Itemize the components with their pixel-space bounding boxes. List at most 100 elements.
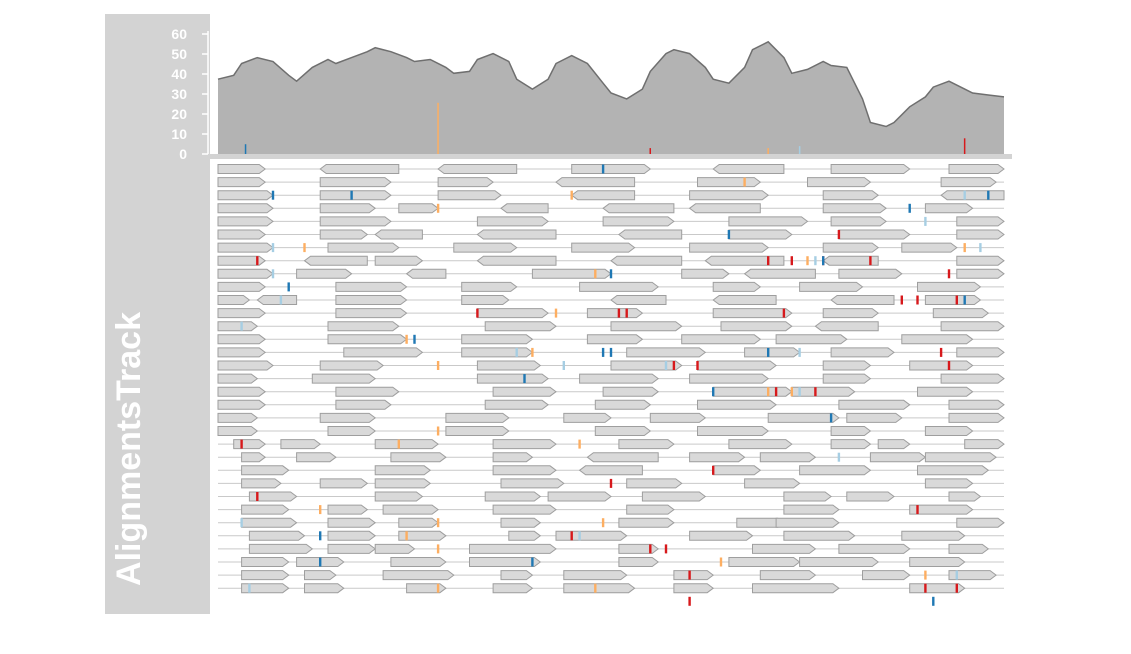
mismatch-mark	[869, 256, 872, 266]
read	[602, 216, 675, 227]
read	[374, 439, 439, 450]
read	[649, 412, 707, 423]
read	[303, 255, 368, 266]
read	[374, 491, 424, 502]
mismatch-mark	[350, 190, 353, 200]
read	[689, 190, 770, 201]
mismatch-mark	[664, 544, 668, 554]
read	[241, 517, 298, 528]
read	[304, 570, 337, 581]
read	[838, 229, 911, 240]
mismatch-mark	[413, 334, 416, 344]
read	[217, 308, 267, 319]
mismatch-mark	[900, 295, 903, 305]
read	[924, 295, 982, 305]
mismatch-mark	[814, 387, 817, 397]
read	[948, 412, 1005, 423]
mismatch-mark	[837, 452, 841, 462]
read	[956, 268, 1005, 279]
mismatch-mark	[688, 596, 691, 606]
read	[626, 478, 683, 489]
read	[382, 504, 439, 515]
read	[327, 543, 377, 554]
read	[327, 334, 408, 345]
mismatch-bar	[963, 138, 966, 154]
read	[822, 242, 880, 253]
read	[374, 229, 423, 240]
read	[956, 216, 1005, 227]
read	[822, 373, 872, 384]
read	[869, 452, 927, 463]
read	[241, 504, 290, 515]
read	[783, 530, 856, 541]
read	[956, 517, 1005, 528]
read	[217, 216, 274, 227]
mismatch-mark	[688, 570, 691, 580]
read	[681, 268, 730, 279]
read	[940, 321, 1005, 332]
mismatch-mark	[617, 308, 621, 318]
mismatch-mark	[240, 439, 243, 449]
read	[217, 426, 259, 436]
read	[217, 281, 267, 292]
read	[956, 229, 1005, 240]
read	[241, 465, 290, 476]
read	[327, 504, 369, 515]
read	[437, 177, 494, 188]
read	[492, 583, 534, 594]
read	[681, 334, 762, 345]
read	[728, 557, 801, 567]
read	[728, 216, 809, 227]
read	[327, 530, 377, 541]
read	[846, 491, 895, 502]
read	[626, 347, 707, 358]
read	[822, 360, 872, 371]
mismatch-mark	[436, 426, 440, 436]
mismatch-bar	[244, 144, 247, 154]
read	[917, 281, 982, 292]
read	[248, 543, 314, 554]
read	[406, 583, 447, 594]
read	[712, 386, 793, 397]
read	[374, 478, 432, 489]
mismatch-mark	[531, 557, 534, 567]
read	[500, 478, 565, 489]
read	[476, 216, 549, 227]
read	[217, 295, 251, 305]
mismatch-mark	[271, 243, 275, 253]
read	[374, 255, 424, 266]
read	[932, 308, 990, 319]
mismatch-mark	[594, 269, 597, 279]
mismatch-mark	[240, 321, 243, 331]
mismatch-mark	[609, 478, 613, 488]
read	[752, 583, 840, 594]
mismatch-mark	[256, 492, 259, 501]
read	[948, 491, 982, 502]
mismatch-mark	[947, 361, 951, 370]
read	[586, 308, 644, 319]
read	[335, 308, 408, 319]
coverage-line	[217, 40, 1005, 128]
read	[319, 203, 377, 214]
mismatch-mark	[271, 190, 275, 200]
mismatch-mark	[256, 256, 259, 266]
mismatch-mark	[955, 570, 958, 580]
mismatch-mark	[987, 190, 990, 200]
read	[775, 517, 840, 528]
read	[712, 465, 762, 476]
mismatch-mark	[963, 295, 966, 305]
mismatch-mark	[767, 347, 770, 357]
track-title-panel	[105, 14, 210, 614]
read	[390, 557, 447, 567]
mismatch-mark	[601, 518, 605, 528]
coverage-area	[218, 41, 1004, 154]
read	[846, 412, 903, 423]
read	[618, 543, 660, 554]
coverage-plot	[217, 40, 1005, 154]
read	[469, 543, 557, 554]
read	[948, 399, 1005, 410]
read	[374, 465, 432, 476]
read	[917, 465, 990, 476]
read	[964, 439, 1005, 450]
read	[799, 281, 864, 292]
